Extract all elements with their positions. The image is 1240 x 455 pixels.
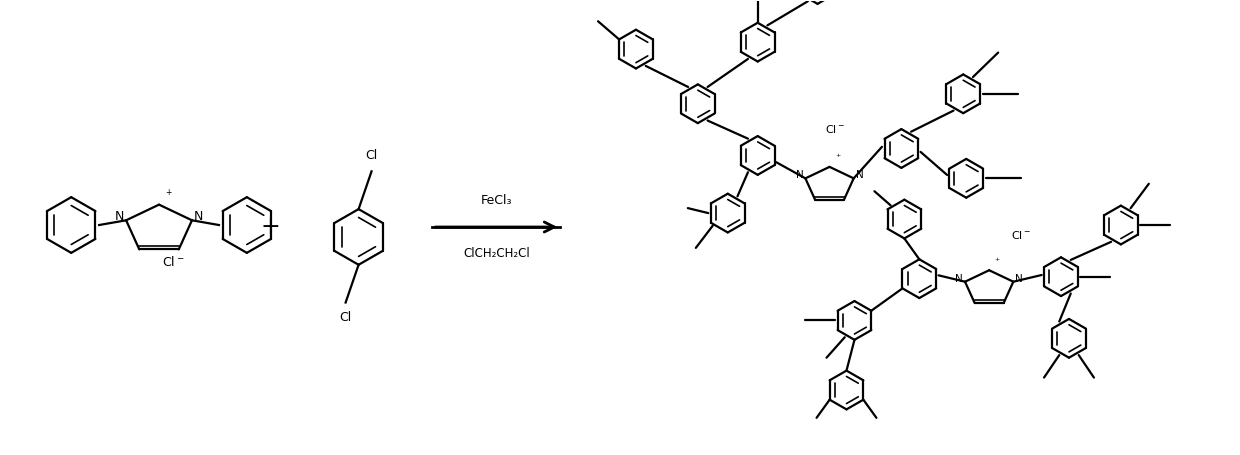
Text: $^+$: $^+$ [833, 153, 842, 162]
Text: Cl: Cl [366, 149, 378, 162]
Text: N: N [115, 210, 124, 223]
Text: N: N [193, 210, 203, 223]
Text: N: N [796, 170, 804, 180]
Text: N: N [1016, 274, 1023, 284]
Text: Cl$^-$: Cl$^-$ [1011, 229, 1032, 241]
Text: ClCH₂CH₂Cl: ClCH₂CH₂Cl [463, 247, 529, 260]
Text: FeCl₃: FeCl₃ [481, 194, 512, 207]
Text: N: N [955, 274, 963, 284]
Text: $^+$: $^+$ [993, 256, 1001, 265]
Text: Cl: Cl [340, 312, 352, 324]
Text: +: + [260, 215, 280, 239]
Text: Cl$^-$: Cl$^-$ [826, 122, 846, 135]
Text: Cl$^-$: Cl$^-$ [161, 255, 185, 269]
Text: $^+$: $^+$ [164, 187, 174, 197]
Text: N: N [856, 170, 863, 180]
